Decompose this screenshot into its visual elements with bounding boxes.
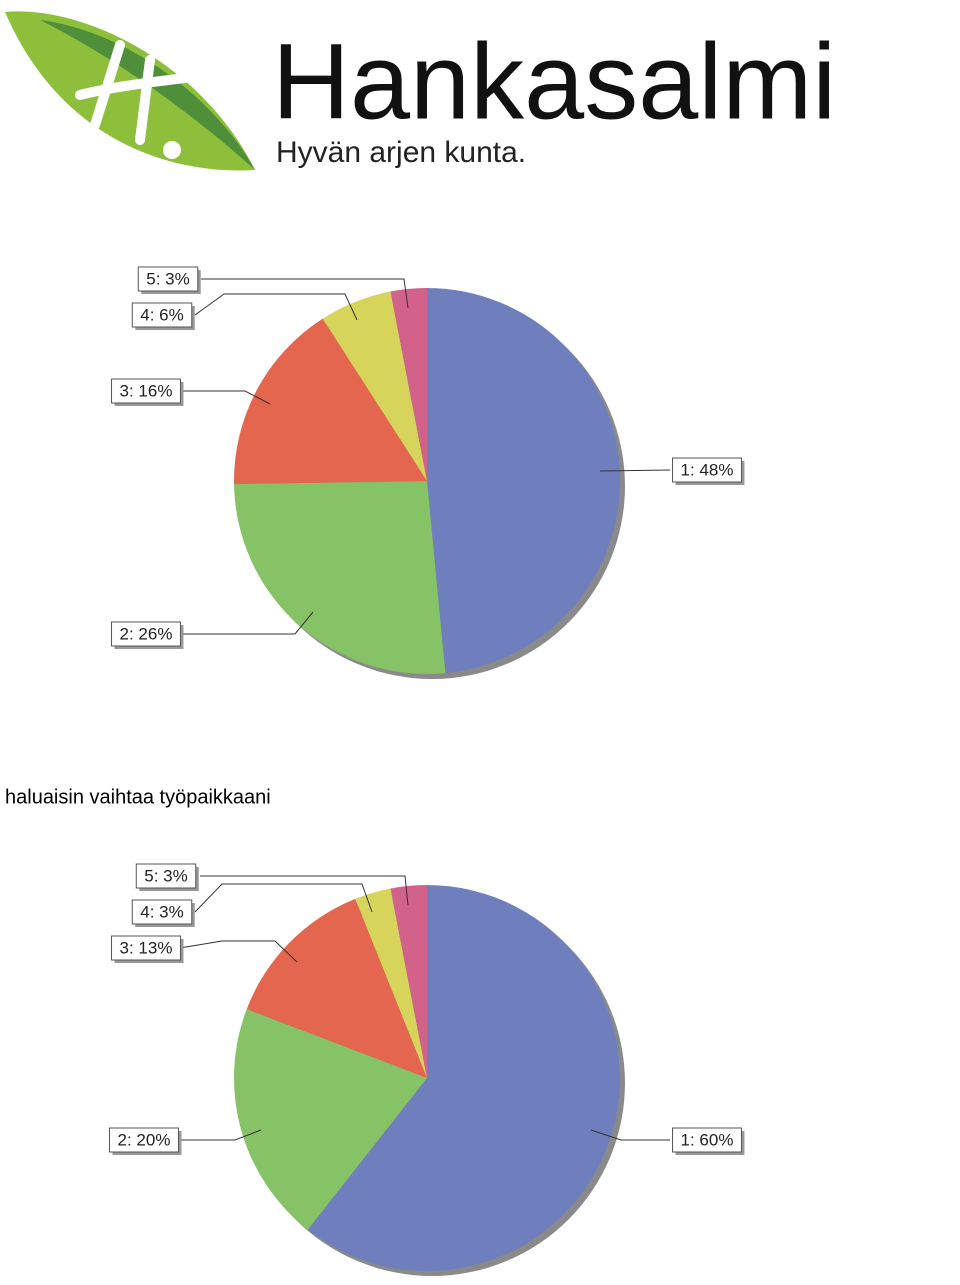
pie-slice [233, 1009, 427, 1230]
leader-line [201, 278, 409, 309]
pie-slice [234, 318, 427, 485]
label-box [672, 1127, 742, 1153]
label-box [111, 378, 181, 404]
pie-slice [307, 885, 620, 1271]
label-box [111, 621, 181, 647]
label-box [137, 266, 199, 292]
label-box [111, 935, 181, 961]
value-label: 5: 3% [144, 866, 187, 885]
logo-mark [75, 40, 215, 145]
value-label: 1: 48% [681, 460, 734, 479]
label-box [131, 899, 193, 925]
leader-line [194, 293, 358, 321]
pie-slice [355, 888, 427, 1078]
pie-slice [234, 481, 446, 674]
label-box [109, 1127, 179, 1153]
value-label: 2: 26% [120, 624, 173, 643]
value-label: 1: 60% [681, 1130, 734, 1149]
leader-line [590, 1129, 670, 1141]
leader-line [180, 611, 314, 635]
label-box [135, 863, 197, 889]
logo: Hankasalmi Hyvän arjen kunta. [5, 11, 836, 171]
pie-slice [427, 288, 621, 674]
leader-line [194, 883, 373, 913]
value-label: 5: 3% [146, 269, 189, 288]
value-label: 2: 20% [118, 1130, 171, 1149]
pie-slice [322, 291, 427, 481]
label-box [131, 302, 193, 328]
leader-line [179, 940, 298, 963]
leader-line [599, 469, 671, 472]
leader-line [180, 390, 271, 405]
logo-leaf [5, 11, 255, 171]
pie-slice [390, 288, 427, 481]
value-label: 3: 13% [120, 938, 173, 957]
chart-title: haluaisin vaihtaa työpaikkaani [5, 786, 271, 808]
logo-slogan: Hyvän arjen kunta. [276, 136, 526, 169]
leader-line [200, 875, 409, 906]
logo-name: Hankasalmi [272, 21, 836, 142]
pie-slice [390, 885, 427, 1078]
label-box [672, 457, 742, 483]
value-label: 4: 3% [140, 902, 183, 921]
logo-dot [163, 141, 181, 159]
leader-line [180, 1129, 262, 1141]
pie-slice [246, 898, 427, 1078]
value-label: 3: 16% [120, 381, 173, 400]
value-label: 4: 6% [140, 305, 183, 324]
